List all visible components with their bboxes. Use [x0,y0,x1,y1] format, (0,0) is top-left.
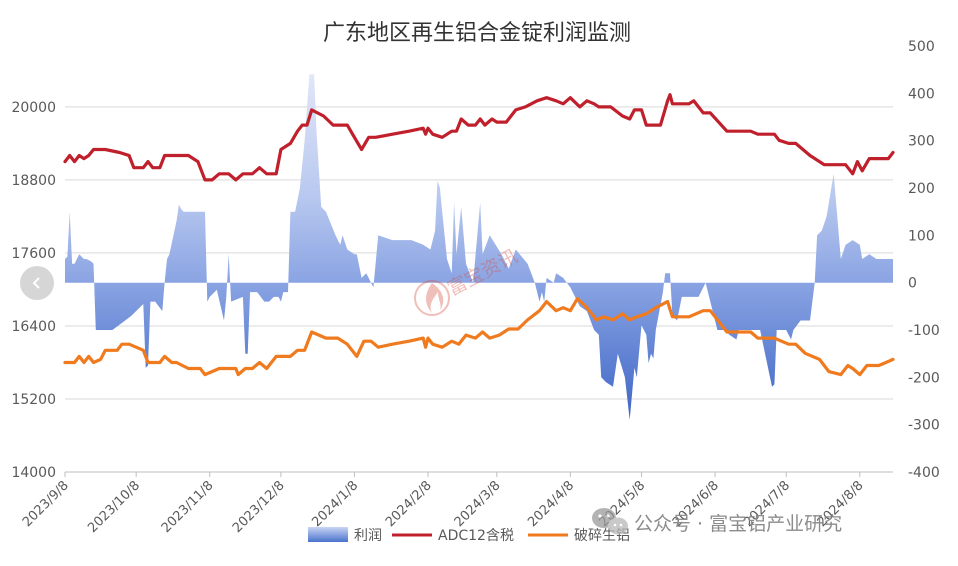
legend-label-profit: 利润 [354,528,382,544]
y-left-tick-label: 18800 [11,173,56,189]
y-right-tick-label: 500 [908,39,935,55]
y-right-tick-label: 100 [908,228,935,244]
y-right-tick-label: 200 [908,181,935,197]
y-right-tick-label: 400 [908,86,935,102]
y-left-tick-label: 15200 [11,392,56,408]
legend: 利润 ADC12含税 破碎生铝 [308,527,630,544]
chart-title: 广东地区再生铝合金锭利润监测 [323,21,631,46]
profit-area-layer [65,74,893,420]
x-tick-label: 2023/11/8 [159,478,217,536]
y-left-tick-label: 16400 [11,319,56,335]
legend-label-adc12: ADC12含税 [438,528,514,544]
x-tick-label: 2024/4/8 [525,478,577,530]
y-left-tick-label: 14000 [11,465,56,481]
y-right-tick-label: 300 [908,134,935,150]
y-axis-right: 500 400 300 200 100 0 -100 -200 -300 -400 [908,39,940,481]
series-area-profit [65,74,893,420]
wechat-icon [592,508,628,535]
y-right-tick-label: -200 [908,370,940,386]
x-tick-label: 2024/2/8 [383,478,435,530]
y-right-tick-label: -400 [908,465,940,481]
y-right-tick-label: 0 [908,276,917,292]
flame-logo-icon [414,280,450,316]
x-tick-label: 2024/1/8 [309,478,361,530]
price-lines-layer [63,93,895,377]
x-tick-label: 2023/9/8 [20,478,72,530]
y-right-tick-label: -300 [908,418,940,434]
series-line-adc12 [63,93,895,182]
x-tick-label: 2023/10/8 [85,478,143,536]
y-right-tick-label: -100 [908,323,940,339]
wechat-account-text: 公众号 · 富宝铝产业研究 [634,513,842,535]
y-axis-left: 14000 15200 16400 17600 18800 20000 [11,100,56,481]
x-tick-label: 2024/3/8 [452,478,504,530]
series-line-scrap [63,297,895,377]
legend-swatch-profit [308,527,348,542]
y-left-tick-label: 17600 [11,246,56,262]
y-left-tick-label: 20000 [11,100,56,116]
x-tick-label: 2023/12/8 [230,478,288,536]
wechat-watermark: 公众号 · 富宝铝产业研究 [592,508,842,535]
chevron-left-icon[interactable] [20,266,54,300]
